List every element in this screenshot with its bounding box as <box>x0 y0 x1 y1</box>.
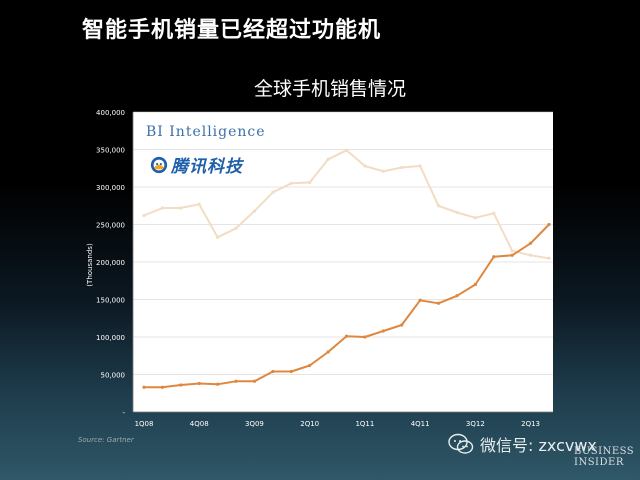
tencent-label: 腾讯科技 <box>171 157 243 177</box>
data-point-smartphones <box>528 241 533 245</box>
y-tick-label: 50,000 <box>101 372 126 380</box>
data-point-smartphones <box>344 334 349 338</box>
data-point-smartphones <box>234 379 238 383</box>
data-point-feature-phones <box>252 209 257 213</box>
data-point-feature-phones <box>326 157 330 161</box>
series <box>142 148 551 389</box>
data-point-smartphones <box>216 382 220 386</box>
data-point-smartphones <box>197 381 201 386</box>
labels: Feature Phones Smartphones <box>326 137 484 315</box>
data-point-feature-phones <box>381 169 385 173</box>
data-point-smartphones <box>400 323 404 327</box>
data-point-smartphones <box>473 282 477 287</box>
y-tick-label: 400,000 <box>96 109 125 117</box>
data-point-feature-phones <box>308 180 312 185</box>
x-tick-label: 4Q08 <box>190 420 209 428</box>
y-tick-label: 200,000 <box>96 259 125 267</box>
business-insider-logo: BUSINESS INSIDER <box>574 446 634 468</box>
y-tick-label: 300,000 <box>96 184 125 192</box>
x-tick-label: 2Q13 <box>521 420 540 428</box>
data-point-feature-phones <box>197 202 201 206</box>
grid-lines <box>133 111 553 375</box>
y-axis-label: (Thousands) <box>86 243 94 287</box>
y-tick-label: 150,000 <box>96 297 125 305</box>
data-point-smartphones <box>179 383 183 387</box>
y-tick-label: 350,000 <box>96 147 125 155</box>
data-point-feature-phones <box>179 206 183 210</box>
business-insider-line2: INSIDER <box>574 457 624 468</box>
data-point-feature-phones <box>492 211 496 215</box>
x-tick-label: 1Q08 <box>135 420 154 428</box>
wechat-id: 微信号: zxcvwx <box>480 436 597 455</box>
data-point-smartphones <box>308 363 312 368</box>
data-point-feature-phones <box>547 256 551 260</box>
data-point-feature-phones <box>363 164 367 168</box>
data-point-feature-phones <box>436 204 441 208</box>
data-point-feature-phones <box>344 148 349 152</box>
tencent-icon <box>150 156 168 173</box>
tencent-logo: 腾讯科技 <box>150 152 243 177</box>
data-point-smartphones <box>547 222 551 227</box>
x-tick-label: 3Q09 <box>245 420 264 428</box>
bi-intelligence-logo: BI Intelligence <box>146 124 266 140</box>
x-tick-label: 4Q11 <box>411 420 430 428</box>
series-annotation: Smartphones <box>431 307 484 315</box>
x-tick-label: 2Q10 <box>300 420 319 428</box>
data-point-smartphones <box>418 298 422 302</box>
data-point-smartphones <box>510 253 514 257</box>
y-tick-label: 250,000 <box>96 222 125 230</box>
wechat-icon <box>448 433 474 454</box>
data-point-feature-phones <box>528 253 533 257</box>
data-point-smartphones <box>289 369 293 374</box>
data-point-smartphones <box>326 350 330 354</box>
business-insider-line1: BUSINESS <box>574 446 635 457</box>
data-point-feature-phones <box>216 235 220 239</box>
chart-title: 全球手机销售情况 <box>254 78 406 100</box>
data-point-feature-phones <box>455 210 459 215</box>
data-point-feature-phones <box>234 226 238 230</box>
x-tick-label: 3Q12 <box>466 420 485 428</box>
data-point-smartphones <box>492 255 496 259</box>
data-point-feature-phones <box>271 190 275 194</box>
data-point-smartphones <box>142 385 146 389</box>
y-tick-label: 100,000 <box>96 334 125 342</box>
data-point-feature-phones <box>400 165 404 170</box>
data-point-feature-phones <box>289 181 293 185</box>
data-point-feature-phones <box>160 206 165 210</box>
y-tick-label: - <box>122 409 125 417</box>
wechat-watermark: 微信号: zxcvwx <box>448 432 597 456</box>
axes: - 50,000 100,000 150,000 200,000 250,000 300,0… <box>96 109 553 428</box>
data-point-smartphones <box>455 294 459 298</box>
data-point-smartphones <box>160 385 165 389</box>
series-annotation: Feature Phones <box>326 137 388 145</box>
data-point-feature-phones <box>418 164 422 168</box>
data-point-smartphones <box>436 301 441 305</box>
x-tick-label: 1Q11 <box>355 420 374 428</box>
data-point-smartphones <box>252 379 257 383</box>
data-point-feature-phones <box>510 249 514 253</box>
data-point-smartphones <box>381 329 385 333</box>
source-note: Source: Gartner <box>78 436 134 444</box>
data-point-smartphones <box>271 369 275 374</box>
data-point-feature-phones <box>473 216 477 220</box>
data-point-smartphones <box>363 335 367 339</box>
data-point-feature-phones <box>142 213 146 218</box>
slide-title: 智能手机销量已经超过功能机 <box>82 18 382 43</box>
